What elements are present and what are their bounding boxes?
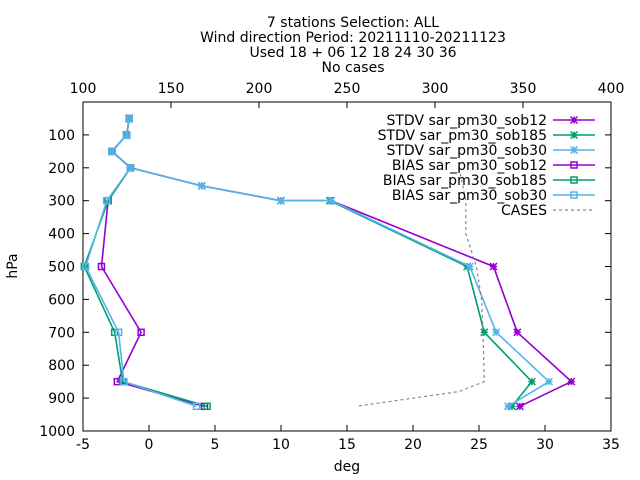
x-tick-label: -5 — [76, 437, 90, 453]
legend-label: BIAS sar_pm30_sob30 — [392, 188, 547, 204]
data-point — [569, 130, 579, 140]
data-point — [125, 114, 134, 123]
data-point — [489, 262, 498, 271]
data-point — [504, 402, 513, 411]
y-tick-label: 1000 — [39, 424, 75, 440]
legend-entry: STDV sar_pm30_sob185 — [378, 128, 595, 144]
data-point — [203, 402, 211, 411]
data-point — [276, 196, 286, 205]
data-point — [120, 377, 128, 386]
data-point — [110, 328, 119, 337]
y-tick-label: 800 — [48, 358, 75, 374]
title-line: Wind direction Period: 20211110-20211123 — [200, 30, 506, 46]
x2-tick-label: 400 — [598, 81, 625, 97]
y-tick-label: 600 — [48, 292, 75, 308]
data-point — [122, 131, 131, 139]
data-point — [125, 114, 133, 123]
y-tick-label: 900 — [48, 391, 75, 407]
legend-entry: CASES — [501, 203, 595, 219]
data-point — [492, 328, 501, 337]
data-point — [570, 161, 578, 169]
legend-label: STDV sar_pm30_sob30 — [386, 143, 547, 159]
x2-tick-label: 250 — [334, 81, 361, 97]
chart-title: 7 stations Selection: ALL Wind direction… — [200, 15, 506, 76]
series-line — [100, 118, 205, 408]
data-point — [569, 145, 579, 155]
data-point — [507, 402, 517, 411]
series — [80, 114, 211, 411]
x-tick-label: 35 — [602, 437, 620, 453]
x-tick-label: 10 — [272, 437, 290, 453]
legend-entry: BIAS sar_pm30_sob12 — [392, 158, 595, 174]
x-tick-label: 15 — [338, 437, 356, 453]
data-point — [97, 262, 106, 271]
x2-tick-label: 150 — [158, 81, 185, 97]
data-point — [137, 328, 145, 337]
title-line: No cases — [322, 60, 385, 76]
x2-tick-label: 350 — [510, 81, 537, 97]
legend-entry: BIAS sar_pm30_sob30 — [392, 188, 595, 204]
x-axis-label: deg — [334, 459, 360, 475]
x-tick-label: 5 — [211, 437, 220, 453]
data-point — [81, 262, 90, 271]
data-point — [480, 328, 489, 337]
series-line — [356, 167, 485, 407]
data-point — [513, 328, 522, 337]
data-point — [327, 196, 336, 205]
y-tick-label: 300 — [48, 194, 75, 210]
y-tick-label: 200 — [48, 161, 75, 177]
legend-entry: STDV sar_pm30_sob30 — [386, 143, 595, 159]
y-tick-label: 400 — [48, 227, 75, 243]
legend-label: BIAS sar_pm30_sob12 — [392, 158, 547, 174]
series — [356, 167, 485, 407]
x2-tick-label: 200 — [246, 81, 273, 97]
data-point — [570, 176, 578, 184]
legend-label: STDV sar_pm30_sob12 — [386, 113, 547, 129]
title-line: Used 18 + 06 12 18 24 30 36 — [249, 45, 456, 61]
series-line — [83, 118, 208, 408]
legend-label: BIAS sar_pm30_sob185 — [383, 173, 547, 189]
data-point — [465, 262, 474, 271]
axes: -5 0 5 10 15 20 25 30 35 100 150 200 250 300 350 400 100… — [39, 81, 624, 453]
y-axis-label: hPa — [5, 253, 21, 278]
data-point — [515, 402, 524, 411]
series — [97, 114, 209, 411]
series — [81, 114, 201, 411]
data-point — [103, 196, 111, 205]
legend-entry: STDV sar_pm30_sob12 — [386, 113, 595, 129]
data-point — [527, 377, 536, 386]
y-tick-label: 100 — [48, 128, 75, 144]
data-point — [569, 115, 579, 125]
data-point — [567, 377, 576, 386]
data-point — [192, 402, 201, 411]
data-point — [126, 164, 135, 172]
y-tick-label: 500 — [48, 260, 75, 276]
legend-label: STDV sar_pm30_sob185 — [378, 128, 547, 144]
title-line: 7 stations Selection: ALL — [267, 15, 439, 31]
x-tick-label: 25 — [470, 437, 488, 453]
y-tick-label: 700 — [48, 325, 75, 341]
data-point — [108, 147, 116, 156]
x2-tick-label: 300 — [422, 81, 449, 97]
legend-label: CASES — [501, 203, 547, 219]
data-point — [197, 181, 206, 190]
series-line — [84, 118, 197, 408]
x-tick-label: 0 — [145, 437, 154, 453]
data-point — [114, 328, 123, 337]
data-point — [570, 191, 578, 199]
data-point — [544, 377, 553, 386]
x2-tick-label: 100 — [70, 81, 97, 97]
legend-entry: BIAS sar_pm30_sob185 — [383, 173, 595, 189]
x-tick-label: 20 — [404, 437, 422, 453]
series-group — [80, 114, 576, 411]
x-tick-label: 30 — [536, 437, 554, 453]
